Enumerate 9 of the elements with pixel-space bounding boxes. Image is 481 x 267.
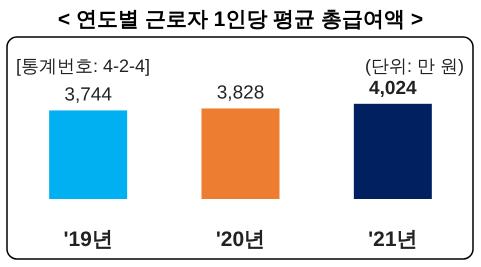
data-label: 4,024: [369, 78, 418, 99]
data-label: 3,828: [216, 82, 264, 104]
x-tick-label: '21년: [368, 228, 418, 251]
data-label: 3,744: [64, 84, 112, 106]
x-tick-label: '19년: [63, 228, 113, 251]
text: (단위: 만 원): [365, 56, 464, 76]
x-tick-label: '20년: [216, 228, 266, 251]
chart-title: < 연도별 근로자 1인당 평균 총급여액 >: [58, 8, 424, 31]
text: [통계번호: 4-2-4]: [16, 56, 150, 76]
